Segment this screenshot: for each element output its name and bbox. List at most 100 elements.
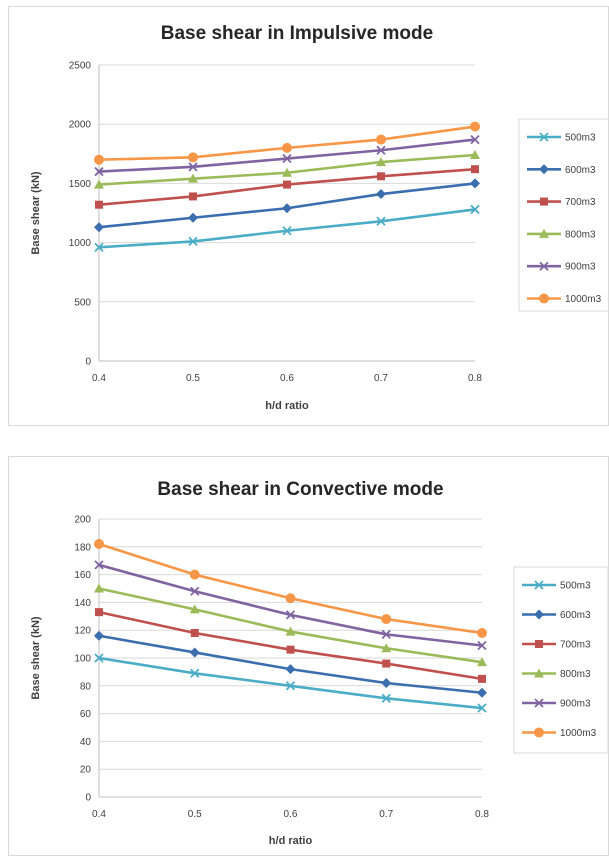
data-point (95, 608, 103, 617)
data-point (470, 204, 480, 215)
series-600m3 (94, 630, 487, 698)
legend-label: 900m3 (560, 699, 591, 710)
legend-marker (539, 293, 549, 304)
x-tick-label: 0.5 (186, 373, 200, 384)
y-tick-label: 2500 (69, 61, 92, 72)
data-point (282, 153, 292, 164)
y-tick-label: 0 (85, 793, 91, 804)
data-point (285, 664, 296, 675)
legend-marker (534, 580, 544, 590)
legend: 500m3 600m3 700m3 800m3 900m3 1000m3 (518, 118, 608, 312)
convective-chart: Base shear in Convective mode 0 20 40 60 80 10… (30, 479, 608, 847)
y-tick-label: 2000 (69, 120, 92, 131)
data-point (470, 149, 480, 159)
data-point (376, 145, 386, 155)
data-point (188, 173, 198, 183)
series-900m3 (94, 560, 487, 651)
y-axis-label: Base shear (kN) (30, 616, 42, 699)
x-tick-label: 0.4 (92, 373, 106, 384)
legend-label: 900m3 (565, 262, 596, 273)
y-tick-label: 60 (80, 709, 92, 720)
data-point (188, 162, 198, 172)
y-tick-label: 100 (74, 654, 91, 665)
data-point (471, 165, 479, 174)
legend: 500m3 600m3 700m3 800m3 900m3 1000m3 (513, 566, 608, 754)
data-point (470, 134, 480, 145)
series-500m3 (94, 204, 480, 252)
chart-title: Base shear in Impulsive mode (161, 23, 433, 44)
legend-label: 800m3 (565, 229, 596, 240)
legend-marker (534, 609, 544, 620)
y-tick-label: 500 (74, 297, 91, 308)
data-point (94, 630, 104, 641)
data-point (94, 653, 104, 663)
data-point (94, 539, 104, 550)
series-600m3 (94, 178, 480, 233)
data-point (285, 610, 296, 620)
x-tick-label: 0.6 (284, 809, 298, 820)
data-point (188, 236, 198, 247)
x-tick-label: 0.6 (280, 373, 294, 384)
data-point (95, 200, 103, 209)
data-point (189, 569, 200, 580)
data-point (470, 178, 480, 189)
y-tick-label: 200 (74, 515, 91, 526)
y-tick-label: 160 (74, 570, 91, 581)
data-point (94, 166, 104, 177)
legend-marker (534, 668, 544, 678)
series-800m3 (94, 583, 487, 667)
data-point (377, 172, 385, 181)
x-tick-label: 0.7 (374, 373, 388, 384)
data-point (381, 614, 392, 625)
legend-marker (534, 698, 544, 708)
y-tick-label: 80 (80, 681, 92, 692)
legend-marker (539, 261, 549, 271)
y-tick-label: 40 (80, 737, 92, 748)
y-tick-label: 120 (74, 626, 91, 637)
data-point (376, 189, 386, 200)
data-point (381, 629, 391, 640)
legend-label: 1000m3 (565, 294, 602, 305)
y-tick-label: 0 (85, 357, 91, 368)
data-point (189, 647, 200, 658)
y-tick-label: 1000 (69, 238, 92, 249)
legend-marker (540, 197, 548, 206)
data-point (190, 628, 199, 637)
x-axis-label: h/d ratio (269, 835, 313, 847)
series-700m3 (95, 608, 486, 683)
data-point (283, 180, 291, 189)
legend-marker (539, 132, 549, 142)
y-axis-label: Base shear (kN) (30, 171, 42, 254)
data-point (189, 604, 200, 614)
series-1000m3 (94, 539, 487, 638)
x-tick-label: 0.5 (188, 809, 202, 820)
legend-label: 600m3 (565, 165, 596, 176)
legend-label: 800m3 (560, 669, 591, 680)
data-point (188, 152, 198, 163)
x-tick-label: 0.8 (475, 809, 489, 820)
data-point (188, 212, 198, 223)
chart-title: Base shear in Convective mode (157, 479, 443, 500)
data-point (477, 640, 487, 651)
data-point (285, 626, 296, 636)
data-point (285, 681, 296, 691)
data-point (381, 693, 391, 703)
y-tick-label: 180 (74, 542, 91, 553)
data-point (381, 643, 392, 653)
data-point (94, 222, 104, 233)
data-point (477, 657, 487, 667)
y-tick-label: 140 (74, 598, 91, 609)
data-point (94, 560, 104, 570)
data-point (286, 645, 295, 654)
legend-marker (534, 727, 544, 738)
series-line (98, 208, 476, 249)
legend-label: 700m3 (560, 640, 591, 651)
data-point (477, 703, 487, 713)
gridlines (99, 518, 482, 798)
series-700m3 (95, 165, 479, 209)
series-line (98, 542, 483, 635)
data-point (94, 179, 104, 189)
data-point (282, 226, 292, 236)
x-tick-label: 0.8 (468, 373, 482, 384)
legend-label: 1000m3 (560, 728, 597, 739)
